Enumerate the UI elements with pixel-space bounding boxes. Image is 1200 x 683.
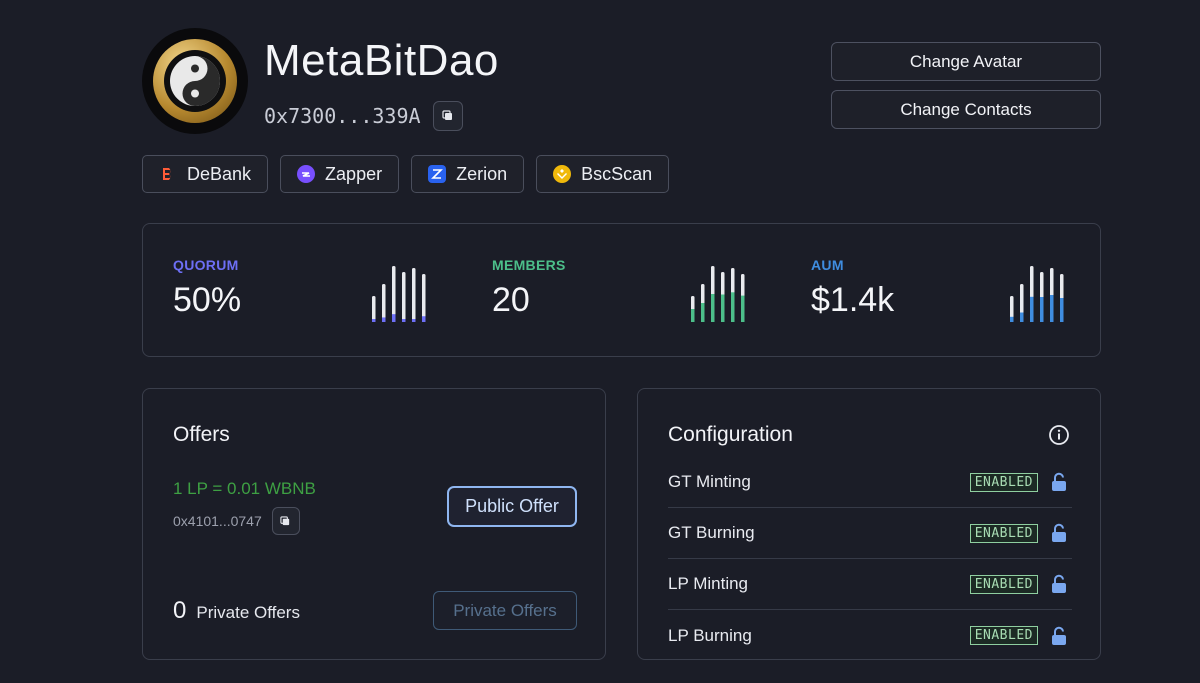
mini-bar-fill <box>691 309 695 322</box>
status-badge: ENABLED <box>969 523 1038 543</box>
dao-avatar <box>142 28 248 134</box>
info-icon[interactable] <box>1048 424 1070 446</box>
copy-token-address-button[interactable] <box>271 507 300 535</box>
members-label: MEMBERS <box>492 257 566 273</box>
config-row-gt-burning: GT Burning ENABLED <box>668 508 1072 559</box>
dao-name: MetaBitDao <box>264 36 499 85</box>
yin-yang-icon <box>164 50 226 112</box>
members-bars-icon <box>691 266 745 322</box>
mini-bar-track <box>1010 296 1014 322</box>
debank-icon <box>159 165 177 183</box>
config-row-gt-minting: GT Minting ENABLED <box>668 457 1072 508</box>
mini-bar-track <box>412 268 416 322</box>
quorum-value: 50% <box>173 281 242 319</box>
change-avatar-button[interactable]: Change Avatar <box>831 42 1101 81</box>
mini-bar-fill <box>721 294 725 322</box>
mini-bar-fill <box>1030 296 1034 322</box>
mini-bar-fill <box>1050 295 1054 322</box>
configuration-list: GT Minting ENABLED GT Burning ENABLED <box>668 457 1072 659</box>
mini-bar-fill <box>1040 297 1044 322</box>
aum-stat: AUM $1.4k <box>811 257 894 320</box>
bscscan-icon <box>553 165 572 183</box>
mini-bar-track <box>382 284 386 322</box>
zerion-label: Zerion <box>456 163 508 184</box>
mini-bar-track <box>392 266 396 322</box>
members-stat: MEMBERS 20 <box>492 257 566 320</box>
copy-icon <box>441 110 452 120</box>
mini-bar-fill <box>402 319 406 322</box>
external-links: DeBank Zapper Zerion BscScan <box>142 155 670 193</box>
status-badge: ENABLED <box>969 626 1038 645</box>
private-offers-number: 0 <box>173 597 187 624</box>
mini-bar-fill <box>372 319 376 322</box>
avatar-gold-ring <box>153 39 237 123</box>
status-badge: ENABLED <box>969 574 1038 594</box>
mini-bar-fill <box>1010 316 1014 322</box>
bscscan-link[interactable]: BscScan <box>536 155 670 193</box>
mini-bar-fill <box>741 295 745 322</box>
mini-bar-track <box>422 274 426 322</box>
aum-bars-icon <box>1010 266 1064 322</box>
mini-bar-track <box>402 272 406 322</box>
mini-bar-fill <box>701 303 705 322</box>
config-label: LP Minting <box>668 574 749 593</box>
copy-address-button[interactable] <box>432 101 463 131</box>
aum-label: AUM <box>811 257 844 273</box>
zerion-link[interactable]: Zerion <box>411 155 525 193</box>
mini-bar-fill <box>1060 298 1064 322</box>
mini-bar-fill <box>422 316 426 322</box>
config-row-lp-minting: LP Minting ENABLED <box>668 559 1072 610</box>
dao-address-row: 0x7300...339A <box>264 101 463 131</box>
mini-bar-fill <box>392 314 396 322</box>
change-contacts-button[interactable]: Change Contacts <box>831 90 1101 129</box>
debank-link[interactable]: DeBank <box>142 155 269 193</box>
debank-label: DeBank <box>187 163 252 184</box>
dao-address: 0x7300...339A <box>264 104 421 128</box>
unlock-icon[interactable] <box>1050 574 1068 594</box>
zerion-icon <box>428 165 447 183</box>
config-row-lp-burning: LP Burning ENABLED <box>668 610 1072 659</box>
mini-bar-fill <box>711 294 715 322</box>
quorum-bars-icon <box>372 266 426 322</box>
unlock-icon[interactable] <box>1050 523 1068 543</box>
status-badge: ENABLED <box>969 472 1038 492</box>
config-label: LP Burning <box>668 625 752 645</box>
quorum-label: QUORUM <box>173 257 239 273</box>
stats-card: QUORUM 50% MEMBERS 20 AUM $1.4k <box>142 223 1101 357</box>
zapper-icon <box>297 165 316 183</box>
offer-address-row: 0x4101...0747 <box>173 507 300 535</box>
mini-bar-fill <box>412 319 416 322</box>
zapper-label: Zapper <box>325 163 383 184</box>
private-offers-button[interactable]: Private Offers <box>433 591 577 630</box>
offer-token-address: 0x4101...0747 <box>173 513 262 529</box>
config-label: GT Minting <box>668 472 751 491</box>
offers-title: Offers <box>173 423 230 446</box>
unlock-icon[interactable] <box>1050 472 1068 492</box>
offers-card: Offers 1 LP = 0.01 WBNB 0x4101...0747 Pu… <box>142 388 606 660</box>
configuration-title: Configuration <box>668 423 793 446</box>
public-offer-button[interactable]: Public Offer <box>447 486 577 527</box>
mini-bar-track <box>372 296 376 322</box>
private-offers-count: 0 Private Offers <box>173 597 300 625</box>
zapper-link[interactable]: Zapper <box>280 155 400 193</box>
private-offers-label: Private Offers <box>196 603 300 622</box>
mini-bar-fill <box>1020 312 1024 322</box>
mini-bar-fill <box>731 292 735 322</box>
configuration-card: Configuration GT Minting ENABLED GT Burn… <box>637 388 1101 660</box>
unlock-icon[interactable] <box>1050 626 1068 646</box>
mini-bar-fill <box>382 317 386 322</box>
bscscan-label: BscScan <box>581 163 653 184</box>
config-label: GT Burning <box>668 523 755 542</box>
members-value: 20 <box>492 281 530 319</box>
aum-value: $1.4k <box>811 281 895 319</box>
offer-rate: 1 LP = 0.01 WBNB <box>173 479 316 498</box>
quorum-stat: QUORUM 50% <box>173 257 241 320</box>
copy-icon <box>280 515 290 525</box>
